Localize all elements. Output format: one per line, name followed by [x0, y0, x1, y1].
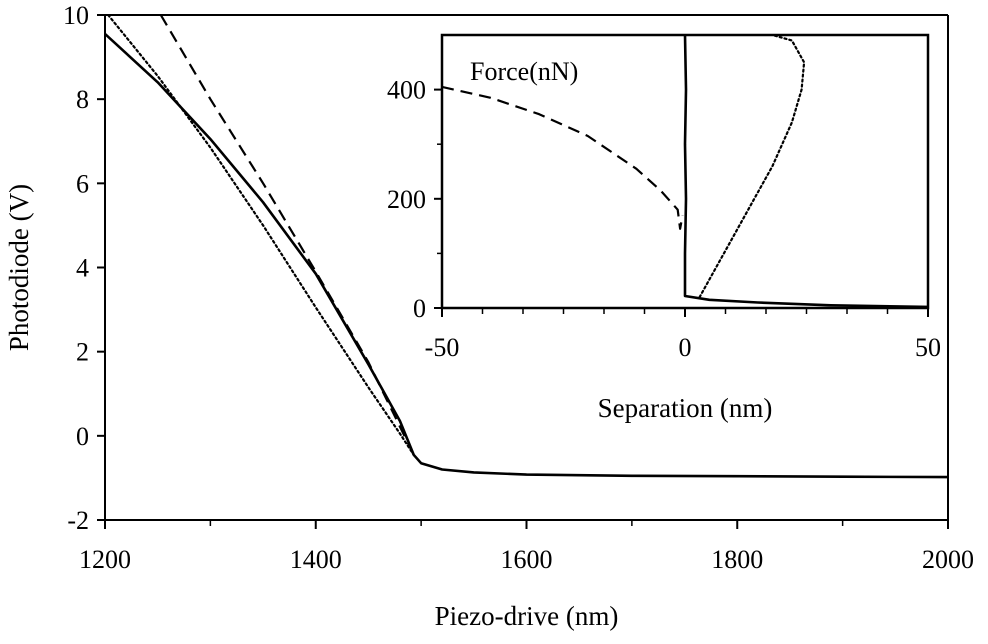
main-x-tick-label: 1800 — [711, 545, 763, 574]
inset-y-tick-label: 200 — [387, 185, 426, 214]
main-series-dashed-line — [159, 15, 415, 456]
main-y-tick-label: 2 — [76, 338, 89, 367]
inset-y-tick-label: 400 — [387, 76, 426, 105]
main-y-tick-label: 8 — [76, 85, 89, 114]
main-x-tick-label: 1200 — [79, 545, 131, 574]
main-y-tick-label: 4 — [76, 254, 89, 283]
main-series-dotted-line — [107, 15, 415, 456]
inset-series-dashed-line — [442, 85, 684, 230]
main-x-tick-label: 1600 — [501, 545, 553, 574]
main-y-tick-label: 10 — [63, 1, 89, 30]
main-y-tick-label: 0 — [76, 422, 89, 451]
main-series-solid-line — [105, 32, 948, 479]
inset-annotation: Force(nN) — [470, 57, 578, 86]
main-x-axis-title: Piezo-drive (nm) — [435, 601, 619, 631]
inset-y-tick-label: 0 — [413, 294, 426, 323]
main-y-tick-label: -2 — [67, 506, 89, 535]
inset-series-dotted-line — [698, 35, 806, 299]
inset-series-solid-line — [683, 35, 928, 308]
main-x-tick-label: 2000 — [922, 545, 974, 574]
inset-x-tick-label: 0 — [679, 333, 692, 362]
inset-x-tick-label: -50 — [425, 333, 460, 362]
main-y-tick-label: 6 — [76, 169, 89, 198]
inset-x-tick-label: 50 — [915, 333, 941, 362]
main-series-group — [105, 15, 948, 479]
inset-x-axis-title: Separation (nm) — [598, 393, 773, 423]
inset-series-group — [442, 35, 928, 308]
main-x-tick-label: 1400 — [290, 545, 342, 574]
main-y-axis-title: Photodiode (V) — [4, 184, 34, 351]
